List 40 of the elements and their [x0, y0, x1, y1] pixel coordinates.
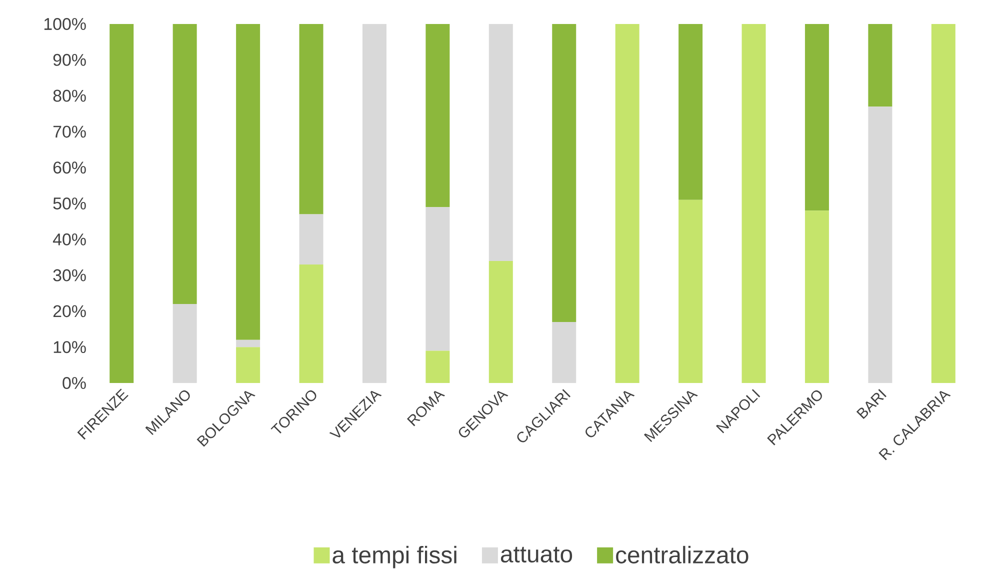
bar — [236, 24, 260, 340]
y-tick-label: 70% — [53, 126, 86, 138]
y-tick-label: 100% — [44, 18, 86, 30]
y-tick-label: 30% — [53, 269, 86, 282]
y-tick-label: 80% — [53, 90, 86, 102]
bar — [804, 210, 829, 383]
y-tick-label: 90% — [53, 54, 86, 66]
y-tick-label: 0% — [62, 377, 86, 389]
legend-label: attuato — [500, 546, 572, 563]
bar — [236, 340, 260, 348]
bar — [552, 24, 576, 322]
bar — [362, 24, 386, 383]
legend-label: centralizzato — [616, 546, 748, 564]
legend-label: a tempi fissi — [332, 546, 456, 568]
bar — [931, 24, 956, 383]
y-tick-label: 40% — [52, 233, 86, 246]
bar — [804, 24, 829, 211]
y-tick-label: 60% — [53, 162, 86, 174]
y-tick-label: 20% — [53, 305, 86, 318]
bar — [552, 322, 576, 383]
bar — [299, 264, 324, 383]
bar — [426, 24, 450, 208]
bar — [488, 260, 513, 383]
bar — [488, 24, 513, 261]
bar — [299, 24, 324, 214]
bar — [678, 24, 703, 200]
bar — [426, 350, 450, 383]
y-tick-label: 10% — [54, 341, 86, 354]
bar — [678, 200, 703, 383]
bar — [236, 347, 260, 383]
bar — [426, 207, 450, 351]
bar — [110, 24, 134, 383]
y-tick-label: 50% — [53, 198, 86, 210]
bar — [868, 106, 892, 383]
bar — [615, 24, 640, 383]
bar — [299, 214, 324, 265]
bar — [742, 24, 766, 383]
bar — [172, 304, 197, 383]
bar — [868, 24, 892, 107]
bar — [172, 24, 197, 304]
